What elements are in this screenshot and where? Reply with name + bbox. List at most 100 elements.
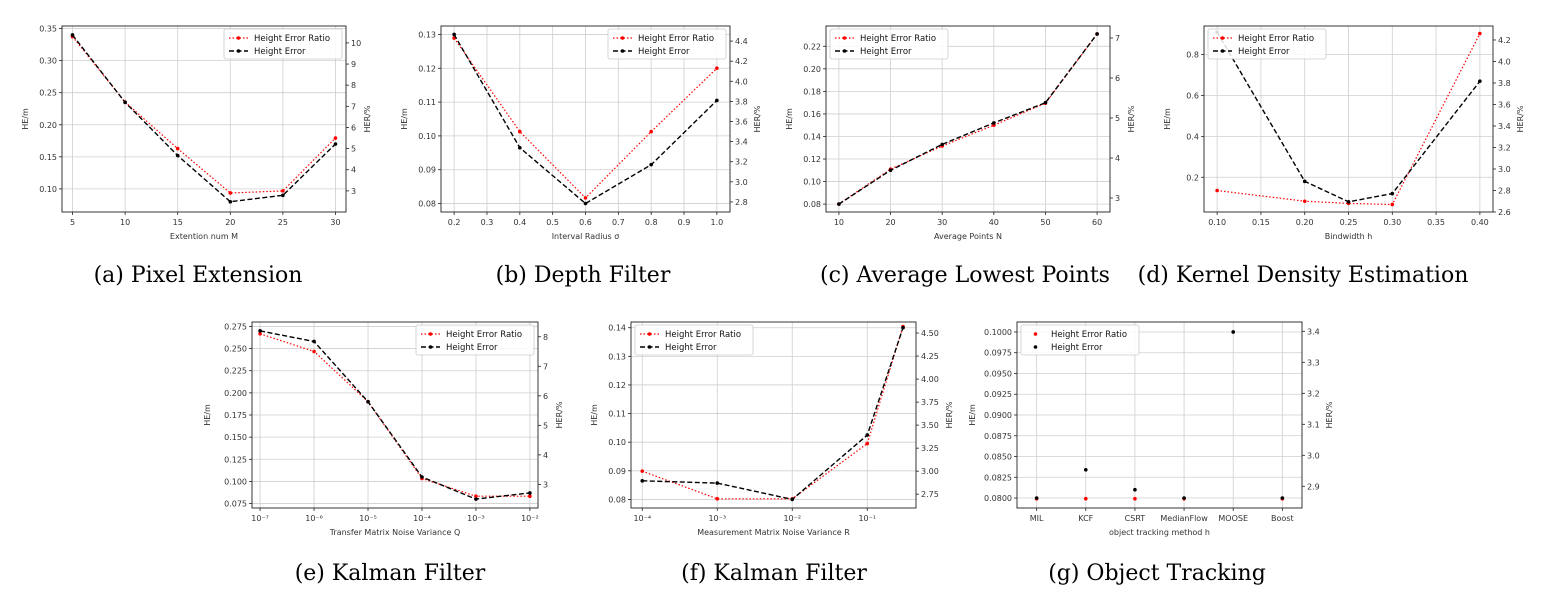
y-tick-label: 0.0800 (984, 494, 1012, 503)
legend-marker (236, 36, 241, 40)
legend-box (415, 324, 535, 356)
series-line-error (453, 34, 718, 205)
data-point-error (1346, 199, 1351, 204)
y-tick-label: 0.35 (39, 25, 57, 34)
chart-panel-a: 5 10 15 20 25 30 0.10 0.15 0.20 0.25 0.30 0.35 3 4 5 6 7… (21, 25, 372, 288)
y2-tick-label: 3.2 (1498, 143, 1511, 152)
y2-tick-label: 8 (351, 81, 356, 90)
legend-label: Height Error Ratio (254, 34, 330, 44)
legend-label: Height Error Ratio (665, 330, 741, 340)
data-point-ratio (1390, 202, 1395, 207)
plot-frame (825, 25, 1111, 213)
x-tick-label: 0.4 (513, 218, 526, 227)
x-tick-label: 0.2 (448, 218, 461, 227)
y2-tick-label: 4 (543, 451, 548, 460)
legend-marker (647, 332, 652, 336)
y2-tick-label: 2.8 (1498, 186, 1511, 195)
y2-axis-label: HER/% (1127, 105, 1136, 132)
data-point-error (175, 153, 180, 158)
y2-tick-label: 3.6 (735, 118, 748, 127)
data-point-error (1302, 179, 1307, 184)
x-tick-label: KCF (1078, 514, 1093, 523)
y-tick-label: 0.0925 (984, 390, 1012, 399)
y-tick-label: 0.12 (608, 381, 626, 390)
chart-panel-b: 0.2 0.3 0.4 0.5 0.6 0.7 0.8 0.9 1.0 0.08 0.09 0.10 0… (400, 25, 762, 288)
panel-caption: (g) Object Tracking (1048, 561, 1266, 586)
x-tick-label: 10⁻⁶ (305, 514, 323, 523)
y2-tick-label: 3.25 (921, 444, 939, 453)
y2-tick-label: 4.0 (735, 77, 748, 86)
data-point-error (649, 162, 653, 167)
panel-caption: (a) Pixel Extension (94, 263, 303, 288)
data-point-error (70, 33, 75, 37)
y-tick-label: 0.0875 (984, 432, 1012, 441)
data-point-ratio (528, 494, 532, 498)
x-tick-label: 0.9 (678, 218, 691, 227)
series-line-ratio (72, 36, 336, 194)
data-point-error (1231, 330, 1236, 334)
legend: Height Error Ratio Height Error (1020, 324, 1140, 356)
plot-frame (630, 321, 917, 509)
data-point-ratio (865, 441, 870, 446)
legend-label: Height Error (860, 47, 912, 57)
data-point-ratio (474, 494, 478, 498)
data-point-error (1280, 496, 1285, 500)
data-point-error (1083, 468, 1088, 472)
x-tick-label: 0.10 (1208, 218, 1226, 227)
legend: Height Error Ratio Height Error (1207, 28, 1327, 60)
y-tick-label: 0.08 (418, 200, 436, 209)
legend: Height Error Ratio Height Error (829, 28, 949, 60)
y2-tick-label: 6 (1115, 74, 1120, 83)
y2-tick-label: 3.75 (921, 398, 939, 407)
x-tick-label: 0.40 (1471, 218, 1489, 227)
y-tick-label: 0.22 (803, 42, 821, 51)
x-axis-label: object tracking method h (1109, 528, 1210, 537)
y2-tick-label: 4.2 (735, 57, 748, 66)
y-tick-label: 0.30 (39, 57, 57, 66)
y2-tick-label: 3.8 (735, 97, 748, 106)
y2-tick-label: 5 (543, 421, 548, 430)
y-tick-label: 0.20 (39, 121, 57, 130)
data-point-error (1133, 487, 1137, 492)
data-point-ratio (1215, 188, 1219, 193)
x-tick-label: 25 (278, 218, 288, 227)
data-point-ratio (1133, 496, 1137, 501)
x-axis-label: Transfer Matrix Noise Variance Q (329, 528, 461, 537)
x-tick-label: MedianFlow (1160, 514, 1208, 523)
data-point-error (123, 100, 127, 105)
y2-tick-label: 5 (1115, 114, 1120, 123)
y2-tick-label: 9 (351, 60, 356, 69)
y-tick-label: 0.225 (224, 367, 247, 376)
x-tick-label: 10⁻³ (708, 514, 726, 523)
data-point-error (258, 329, 262, 333)
legend-label: Height Error (254, 47, 306, 57)
legend-box (607, 28, 727, 60)
x-tick-label: 50 (1040, 218, 1050, 227)
legend: Height Error Ratio Height Error (607, 28, 727, 60)
y-tick-label: 0.09 (418, 166, 436, 175)
data-point-error (1478, 79, 1482, 83)
legend-box (829, 28, 949, 60)
y2-axis-label: HER/% (945, 401, 954, 428)
y2-tick-label: 3.4 (1307, 327, 1320, 336)
x-tick-label: 10⁻⁴ (413, 514, 431, 523)
data-point-ratio (175, 146, 180, 151)
y2-tick-label: 3.2 (1307, 389, 1320, 398)
y2-tick-label: 3 (351, 187, 356, 196)
y-tick-label: 0.08 (803, 200, 821, 209)
data-point-ratio (715, 66, 719, 71)
data-point-ratio (583, 196, 588, 200)
y-tick-label: 0.10 (803, 178, 821, 187)
legend-label: Height Error (638, 47, 690, 57)
x-tick-label: 10 (120, 218, 130, 227)
x-tick-label: 10⁻³ (467, 514, 485, 523)
y-tick-label: 0.0900 (984, 411, 1012, 420)
chart-panel-f: 10⁻⁴ 10⁻³ 10⁻² 10⁻¹ 0.08 0.09 0.10 0.11 0.12 0.13… (590, 321, 954, 586)
legend-marker (842, 36, 847, 40)
data-point-error (474, 497, 478, 501)
y-axis-label: HE/m (21, 108, 30, 130)
y-tick-label: 0.09 (608, 467, 626, 476)
data-point-ratio (333, 136, 338, 140)
y2-axis-label: HER/% (1325, 401, 1334, 428)
data-point-ratio (258, 332, 262, 336)
